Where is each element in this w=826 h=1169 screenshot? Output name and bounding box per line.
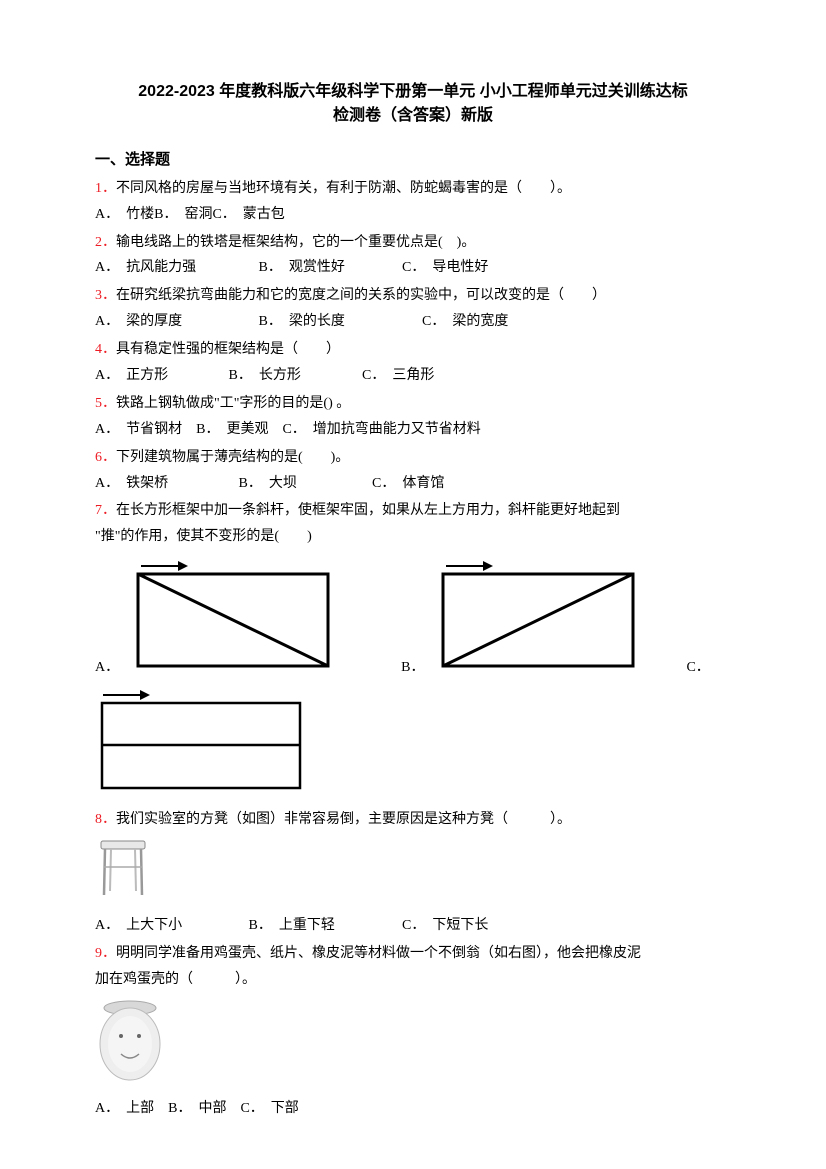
title-line1: 2022-2023 年度教科版六年级科学下册第一单元 小小工程师单元过关训练达标 (138, 83, 687, 100)
qnum-1: 1． (95, 181, 116, 196)
qtext-9: 明明同学准备用鸡蛋壳、纸片、橡皮泥等材料做一个不倒翁（如右图），他会把橡皮泥 (116, 946, 641, 961)
q5-opts: A． 节省钢材 B． 更美观 C． 增加抗弯曲能力又节省材料 (95, 422, 481, 437)
question-5: 5．铁路上钢轨做成"工"字形的目的是() 。 (95, 391, 731, 417)
options-4: A． 正方形 B． 长方形 C． 三角形 (95, 363, 731, 389)
question-3: 3．在研究纸梁抗弯曲能力和它的宽度之间的关系的实验中，可以改变的是（ ） (95, 283, 731, 309)
q7-diagram-row1: A． B． C． (95, 556, 731, 681)
q3-optC: C． 梁的宽度 (422, 309, 508, 335)
options-6: A． 铁架桥 B． 大坝 C． 体育馆 (95, 471, 731, 497)
question-9: 9．明明同学准备用鸡蛋壳、纸片、橡皮泥等材料做一个不倒翁（如右图），他会把橡皮泥 (95, 941, 731, 967)
q2-optA: A． 抗风能力强 (95, 255, 255, 281)
qtext-3: 在研究纸梁抗弯曲能力和它的宽度之间的关系的实验中，可以改变的是（ ） (116, 288, 606, 303)
q4-optB: B． 长方形 (229, 363, 359, 389)
q8-image (95, 837, 731, 911)
qtext-7: 在长方形框架中加一条斜杆，使框架牢固，如果从左上方用力，斜杆能更好地起到 (116, 503, 620, 518)
qnum-6: 6． (95, 450, 116, 465)
options-3: A． 梁的厚度 B． 梁的长度 C． 梁的宽度 (95, 309, 731, 335)
q2-optC: C． 导电性好 (402, 255, 488, 281)
question-8: 8．我们实验室的方凳（如图）非常容易倒，主要原因是这种方凳（ ）。 (95, 807, 731, 833)
q7-optC-label: C． (686, 655, 709, 681)
question-2: 2．输电线路上的铁塔是框架结构，它的一个重要优点是( )。 (95, 230, 731, 256)
q7-optA-label: A． (95, 655, 119, 681)
q3-optA: A． 梁的厚度 (95, 309, 255, 335)
qnum-9: 9． (95, 946, 116, 961)
question-7: 7．在长方形框架中加一条斜杆，使框架牢固，如果从左上方用力，斜杆能更好地起到 (95, 498, 731, 524)
q7-diagram-row2 (95, 685, 731, 805)
q7-diagram-b (428, 556, 638, 681)
q2-optB: B． 观赏性好 (259, 255, 399, 281)
q7-optB-label: B． (401, 655, 424, 681)
qnum-2: 2． (95, 235, 116, 250)
qtext-2: 输电线路上的铁塔是框架结构，它的一个重要优点是( )。 (116, 235, 475, 250)
options-8: A． 上大下小 B． 上重下轻 C． 下短下长 (95, 913, 731, 939)
q6-optA: A． 铁架桥 (95, 471, 235, 497)
q8-optC: C． 下短下长 (402, 913, 488, 939)
q8-optB: B． 上重下轻 (249, 913, 399, 939)
options-9: A． 上部 B． 中部 C． 下部 (95, 1096, 731, 1122)
q6-optB: B． 大坝 (239, 471, 369, 497)
qnum-3: 3． (95, 288, 116, 303)
q9-image (95, 996, 731, 1094)
question-6: 6．下列建筑物属于薄壳结构的是( )。 (95, 445, 731, 471)
page-title: 2022-2023 年度教科版六年级科学下册第一单元 小小工程师单元过关训练达标… (95, 80, 731, 128)
qnum-4: 4． (95, 342, 116, 357)
q6-optC: C． 体育馆 (372, 471, 444, 497)
title-line2: 检测卷（含答案）新版 (333, 107, 493, 124)
question-4: 4．具有稳定性强的框架结构是（ ） (95, 337, 731, 363)
options-1: A． 竹楼B． 窑洞C． 蒙古包 (95, 202, 731, 228)
options-2: A． 抗风能力强 B． 观赏性好 C． 导电性好 (95, 255, 731, 281)
qtext-4: 具有稳定性强的框架结构是（ ） (116, 342, 340, 357)
q3-optB: B． 梁的长度 (259, 309, 419, 335)
qnum-8: 8． (95, 812, 116, 827)
qnum-7: 7． (95, 503, 116, 518)
qtext-5: 铁路上钢轨做成"工"字形的目的是() 。 (116, 396, 350, 411)
qtext-8: 我们实验室的方凳（如图）非常容易倒，主要原因是这种方凳（ ）。 (116, 812, 571, 827)
q4-optC: C． 三角形 (362, 363, 434, 389)
section-header: 一、选择题 (95, 146, 731, 174)
q7-diagram-c (95, 685, 305, 805)
qtext-6: 下列建筑物属于薄壳结构的是( )。 (116, 450, 349, 465)
question-1: 1．不同风格的房屋与当地环境有关，有利于防潮、防蛇蝎毒害的是（ ）。 (95, 176, 731, 202)
qtext-7b: "推"的作用，使其不变形的是( ) (95, 524, 731, 550)
qnum-5: 5． (95, 396, 116, 411)
q8-optA: A． 上大下小 (95, 913, 245, 939)
q1-opts: A． 竹楼B． 窑洞C． 蒙古包 (95, 207, 285, 222)
options-5: A． 节省钢材 B． 更美观 C． 增加抗弯曲能力又节省材料 (95, 417, 731, 443)
q7-diagram-a (123, 556, 333, 681)
qtext-1: 不同风格的房屋与当地环境有关，有利于防潮、防蛇蝎毒害的是（ ）。 (116, 181, 571, 196)
q9-opts: A． 上部 B． 中部 C． 下部 (95, 1101, 299, 1116)
qtext-9b: 加在鸡蛋壳的（ ）。 (95, 967, 731, 993)
q4-optA: A． 正方形 (95, 363, 225, 389)
